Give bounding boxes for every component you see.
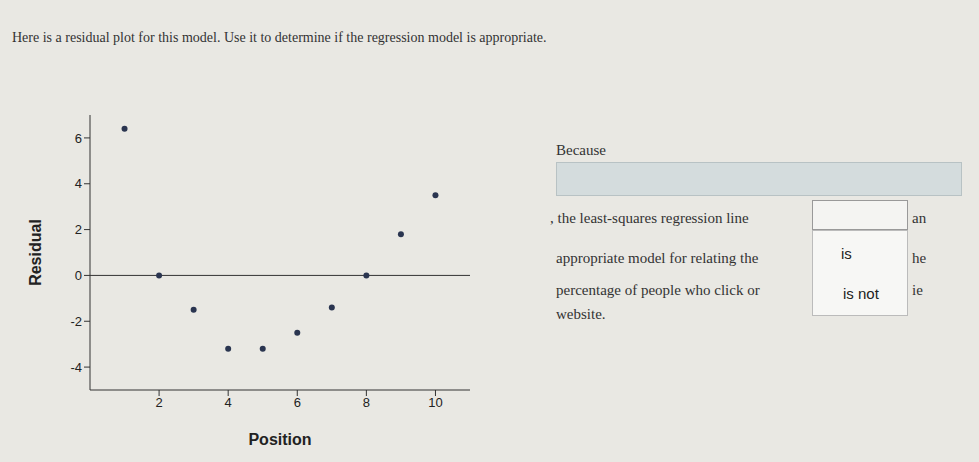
html-text:website.: website. [556,306,606,322]
html-text:Because: Because [556,142,606,158]
svg-text:4: 4 [225,395,232,410]
svg-text:2: 2 [75,222,82,237]
svg-text:10: 10 [428,395,442,410]
svg-text:-2: -2 [70,314,82,329]
html-text:, the least-squares regression: , the least-squares regression line [550,210,749,226]
svg-text:Residual: Residual [27,219,44,286]
svg-text:4: 4 [75,176,82,191]
html-text:ie: ie [912,282,923,298]
svg-text:0: 0 [75,268,82,283]
svg-text:-4: -4 [70,360,82,375]
svg-text:6: 6 [294,395,301,410]
html-text:is: is [841,245,852,262]
svg-text:Position: Position [248,431,311,448]
html-text:percentage of people who click: percentage of people who click or [556,282,760,298]
svg-text:6: 6 [75,131,82,146]
svg-text:8: 8 [363,395,370,410]
svg-text:2: 2 [155,395,162,410]
html-text:he: he [912,250,927,266]
html-text:an: an [912,210,927,226]
html-text:appropriate model for relating: appropriate model for relating the [556,250,759,266]
html-text:Here is a residual plot for th: Here is a residual plot for this model. … [12,30,547,45]
html-text:is not: is not [843,285,879,302]
